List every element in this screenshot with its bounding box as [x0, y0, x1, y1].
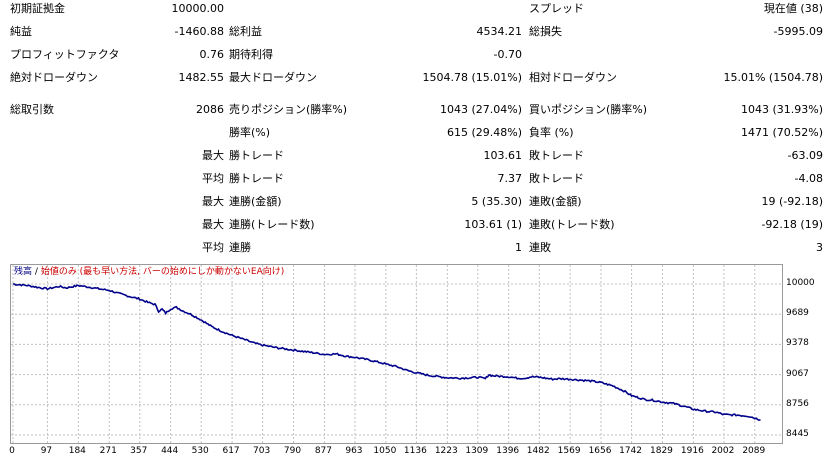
report-label: 売りポジション(勝率%) [229, 103, 348, 116]
report-label: 勝トレード [229, 172, 284, 185]
report-value: -0.70 [493, 48, 522, 61]
x-tick-label: 2002 [711, 446, 735, 456]
report-label: 勝トレード [229, 149, 284, 162]
x-tick-label: 703 [253, 446, 271, 456]
report-value: 1471 (70.52%) [740, 126, 823, 139]
x-tick-label: 1656 [588, 446, 612, 456]
legend-separator: / [34, 267, 38, 277]
report-label: 連勝 [229, 241, 251, 254]
report-value: 1043 (31.93%) [740, 103, 823, 116]
x-tick-label: 617 [222, 446, 240, 456]
report-value: 5 (35.30) [471, 195, 522, 208]
report-label: 連敗(トレード数) [529, 218, 615, 231]
x-tick-label: 357 [130, 446, 148, 456]
report-prefix: 平均 [202, 241, 224, 254]
x-tick-label: 790 [283, 446, 302, 456]
x-tick-label: 184 [68, 446, 86, 456]
y-tick-label: 8445 [786, 429, 809, 439]
report-label: 勝率(%) [229, 126, 271, 139]
report-value: 10000.00 [171, 2, 225, 15]
report-prefix: 最大 [202, 218, 224, 231]
report-label: 総損失 [529, 25, 562, 38]
balance-chart-svg [11, 265, 782, 443]
balance-line [13, 283, 761, 422]
x-tick-label: 1569 [557, 446, 581, 456]
x-tick-label: 97 [40, 446, 53, 456]
x-tick-label: 1309 [465, 446, 489, 456]
report-value: 615 (29.48%) [446, 126, 522, 139]
report-label: 総利益 [229, 25, 262, 38]
balance-chart [10, 264, 783, 444]
report-value: 19 (-92.18) [761, 195, 823, 208]
report-label: 連敗(金額) [529, 195, 582, 208]
x-tick-label: 1396 [496, 446, 520, 456]
report-value: 現在値 (38) [763, 2, 823, 15]
report-value: -5995.09 [773, 25, 823, 38]
report-value: 7.37 [497, 172, 523, 185]
x-tick-label: 0 [9, 446, 15, 456]
x-tick-label: 963 [345, 446, 363, 456]
legend-series: 残高 [14, 267, 33, 277]
report-label: 期待利得 [229, 48, 273, 61]
report-label: スプレッド [529, 2, 584, 15]
report-value: 3 [816, 241, 823, 254]
legend-model: 始値のみ (最も早い方法, バーの始めにしか動かないEA向け) [40, 267, 285, 277]
report-value: 15.01% (1504.78) [723, 71, 823, 84]
report-value: 103.61 [483, 149, 523, 162]
report-value: 1043 (27.04%) [439, 103, 522, 116]
report-label: 総取引数 [10, 103, 54, 116]
report-label: 連敗 [529, 241, 551, 254]
report-label: 敗トレード [529, 149, 584, 162]
y-tick-label: 10000 [786, 278, 815, 288]
report-value: 2086 [196, 103, 224, 116]
x-tick-label: 877 [314, 446, 332, 456]
report-value: 1482.55 [178, 71, 225, 84]
x-tick-label: 1742 [619, 446, 643, 456]
report-prefix: 平均 [202, 172, 224, 185]
x-tick-label: 1136 [403, 446, 427, 456]
x-tick-label: 444 [161, 446, 179, 456]
report-label: 連勝(トレード数) [229, 218, 315, 231]
x-tick-label: 1050 [373, 446, 397, 456]
report-value: -4.08 [794, 172, 823, 185]
x-tick-label: 2089 [742, 446, 766, 456]
x-tick-label: 1223 [434, 446, 458, 456]
report-label: 絶対ドローダウン [10, 71, 98, 84]
report-prefix: 最大 [202, 195, 224, 208]
strategy-report: 初期証拠金 10000.00 スプレッド 現在値 (38) 純益 -1460.88 総利益 4… [10, 2, 823, 254]
report-label: 相対ドローダウン [529, 71, 617, 84]
x-tick-label: 530 [191, 446, 209, 456]
report-label: 敗トレード [529, 172, 584, 185]
x-tick-label: 271 [99, 446, 117, 456]
report-label: プロフィットファクタ [10, 48, 120, 61]
report-value: 1504.78 (15.01%) [422, 71, 522, 84]
y-tick-label: 9067 [786, 368, 809, 379]
report-label: 純益 [10, 25, 32, 38]
y-tick-label: 9378 [786, 338, 809, 349]
x-tick-label: 1482 [526, 446, 550, 456]
report-value: 103.61 (1) [464, 218, 522, 231]
report-value: 0.76 [199, 48, 225, 61]
x-tick-label: 1916 [680, 446, 704, 456]
report-value: 4534.21 [476, 25, 523, 38]
report-value: 1 [515, 241, 522, 254]
y-tick-label: 8756 [786, 398, 809, 409]
report-value: -1460.88 [174, 25, 224, 38]
x-tick-label: 1829 [650, 446, 673, 456]
report-label: 買いポジション(勝率%) [529, 103, 648, 116]
report-label: 最大ドローダウン [229, 71, 317, 84]
report-value: -92.18 (19) [761, 218, 823, 231]
report-prefix: 最大 [202, 149, 224, 162]
report-label: 負率 (%) [529, 126, 574, 139]
report-value: -63.09 [787, 149, 823, 162]
y-tick-label: 9689 [786, 308, 809, 319]
report-label: 初期証拠金 [10, 2, 65, 15]
report-label: 連勝(金額) [229, 195, 282, 208]
chart-legend: 残高 / 始値のみ (最も早い方法, バーの始めにしか動かないEA向け) [14, 266, 284, 278]
